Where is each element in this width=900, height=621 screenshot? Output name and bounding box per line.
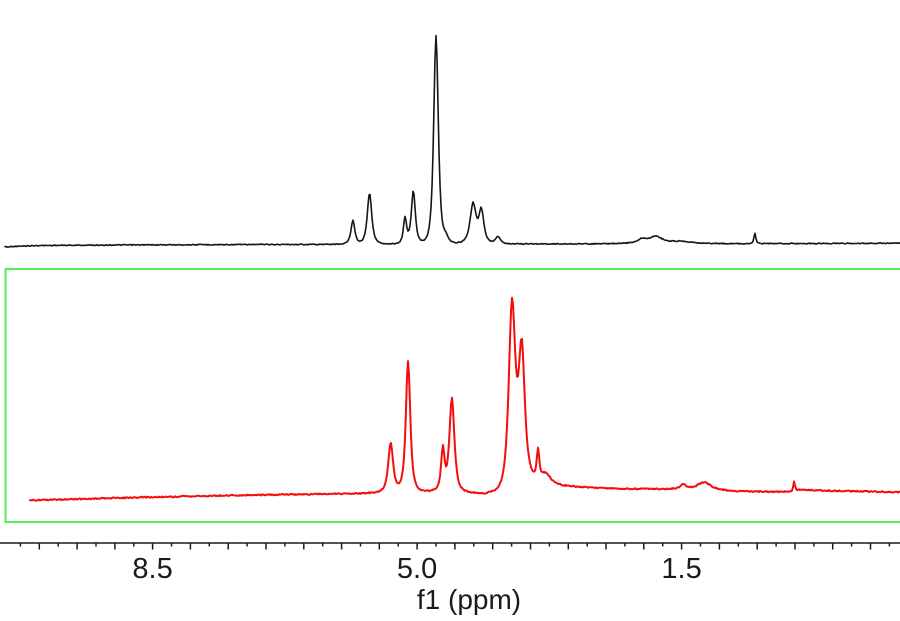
ppm-axis: 8.5 5.0 1.5 f1 (ppm) <box>0 542 900 615</box>
axis-title: f1 (ppm) <box>417 584 521 615</box>
selection-box[interactable] <box>4 268 900 523</box>
axis-ticks <box>19 543 891 550</box>
spectrum-trace-bottom[interactable] <box>29 296 900 502</box>
axis-tick-label-5-0: 5.0 <box>397 553 437 585</box>
axis-tick-label-1-5: 1.5 <box>661 553 701 585</box>
spectrum-trace-top[interactable] <box>4 34 900 248</box>
axis-tick-label-8-5: 8.5 <box>132 553 172 585</box>
